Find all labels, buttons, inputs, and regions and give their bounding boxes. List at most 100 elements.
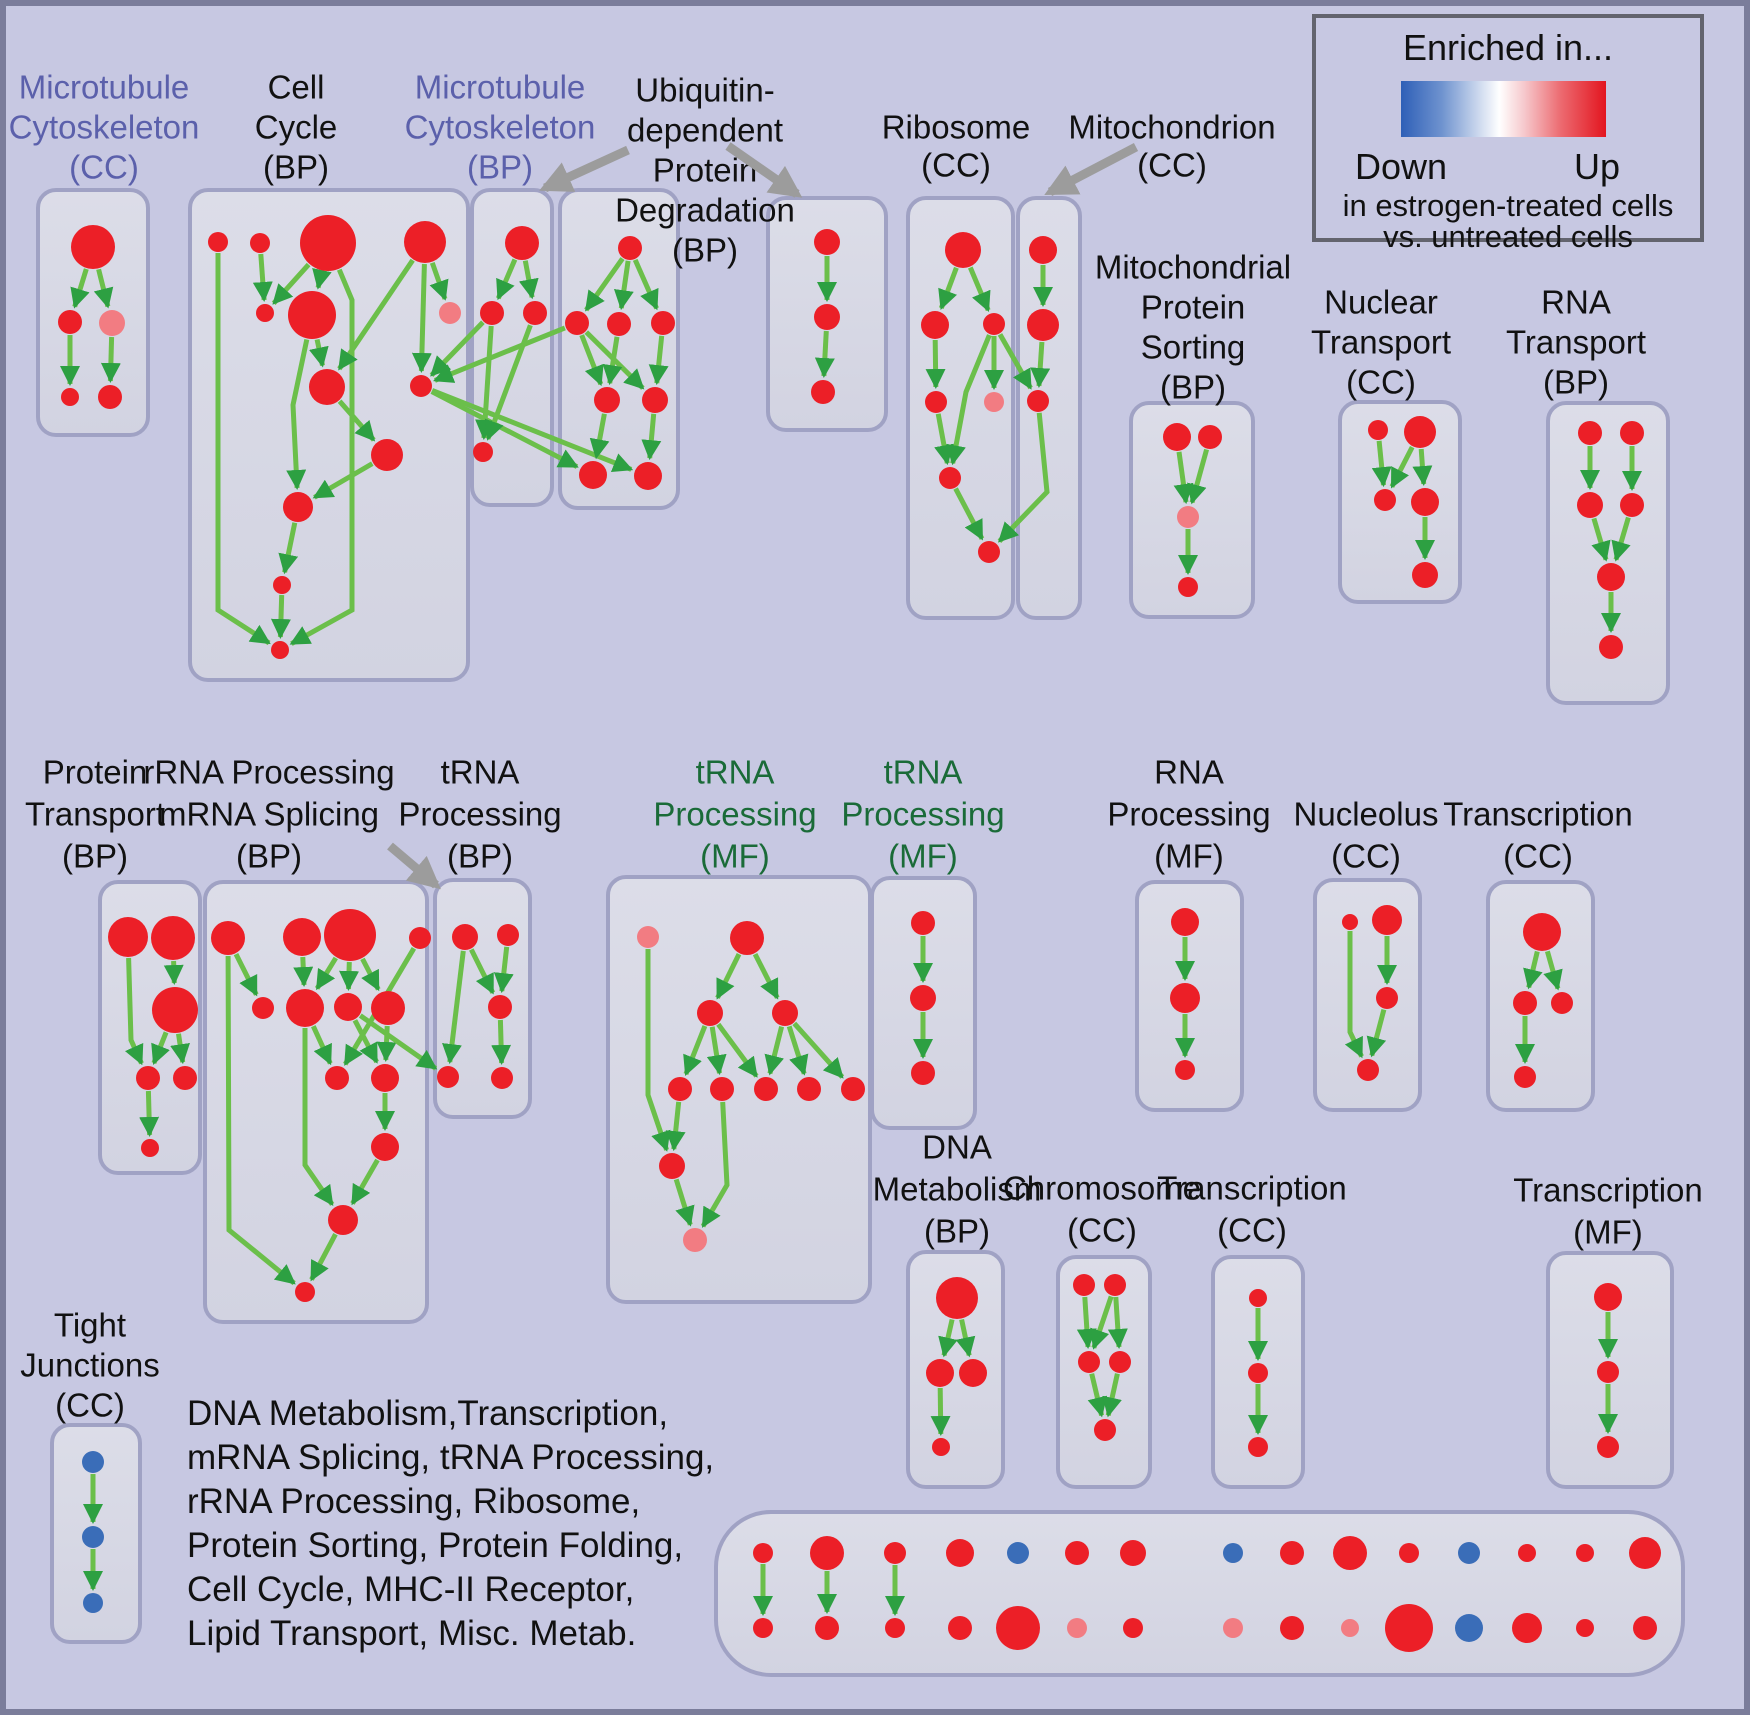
node-j6 <box>1599 635 1623 659</box>
node-r2 <box>1513 991 1537 1015</box>
node-h3 <box>1177 506 1199 528</box>
edge-n10-n11 <box>673 1178 695 1227</box>
edge-l7-l10 <box>352 1019 379 1064</box>
cluster-label-trna-processing-mf-2: (MF) <box>888 838 958 875</box>
node-q4 <box>1357 1059 1379 1081</box>
node-b6 <box>288 291 336 339</box>
cluster-label-rrna-processing-mrna-splicing-bp: rRNA Processing <box>143 754 394 791</box>
node-e2 <box>814 304 840 330</box>
edge-r1-r3 <box>1543 950 1563 991</box>
edge-a1-a3 <box>93 268 114 309</box>
edge-e2-e3 <box>814 330 835 378</box>
node-mb14 <box>1576 1619 1594 1637</box>
node-d0 <box>618 236 642 260</box>
edge-h2-h3 <box>1187 448 1210 505</box>
footnote: DNA Metabolism,Transcription, mRNA Splic… <box>187 1392 714 1656</box>
node-n6 <box>710 1077 734 1101</box>
edge-s1-s3 <box>955 1318 976 1358</box>
node-mt4 <box>946 1539 974 1567</box>
edge-f2-f4 <box>925 339 946 389</box>
edge-r1-r2 <box>1523 950 1543 990</box>
node-p1 <box>1171 908 1199 936</box>
edge-l6-l9 <box>311 1025 333 1066</box>
cluster-label-rrna-processing-mrna-splicing-bp: (BP) <box>236 838 302 875</box>
node-u1 <box>1249 1289 1267 1307</box>
node-f3 <box>983 313 1005 335</box>
edge-t1-t3 <box>1076 1296 1097 1349</box>
node-mb6 <box>1067 1618 1087 1638</box>
cluster-label-transcription-cc-mid: (CC) <box>1503 838 1573 875</box>
node-mt6 <box>1065 1541 1089 1565</box>
node-w3 <box>83 1593 103 1613</box>
node-q3 <box>1376 987 1398 1009</box>
cluster-label-nucleolus-cc: (CC) <box>1331 838 1401 875</box>
edge-m1-m4 <box>442 950 466 1065</box>
edge-b4-b7 <box>429 261 449 301</box>
cluster-box-ubiquitin-degradation-bp-1 <box>558 188 680 510</box>
edge-t2-t4 <box>1107 1296 1128 1349</box>
edge-t3-t5 <box>1087 1373 1108 1418</box>
edge-n2-n3 <box>715 952 742 1000</box>
node-w2 <box>82 1526 104 1548</box>
node-k6 <box>141 1139 159 1157</box>
edge-d5-d7 <box>641 413 662 461</box>
edge-l1-l13 <box>225 955 296 1286</box>
legend-label-down: Down <box>1354 146 1448 187</box>
edge-b3-b5 <box>271 262 311 305</box>
node-h1 <box>1163 423 1191 451</box>
cluster-label-ribosome-cc: Ribosome <box>882 109 1031 146</box>
edge-l11-l12 <box>350 1158 380 1206</box>
node-t3 <box>1078 1351 1100 1373</box>
cluster-label-trna-processing-mf-1: Processing <box>653 796 816 833</box>
node-b3 <box>300 215 356 271</box>
cluster-label-nucleolus-cc: Nucleolus <box>1294 796 1439 833</box>
node-k3 <box>152 987 198 1033</box>
edge-q1-q4 <box>1344 931 1364 1059</box>
node-mt13 <box>1518 1544 1536 1562</box>
cluster-label-cell-cycle-bp: Cell <box>268 69 325 106</box>
cluster-label-tight-junctions-cc: Junctions <box>20 1347 159 1384</box>
node-u3 <box>1248 1437 1268 1457</box>
cluster-label-tight-junctions-cc: Tight <box>54 1307 126 1344</box>
cluster-label-trna-processing-mf-1: tRNA <box>696 754 775 791</box>
node-d1 <box>565 311 589 335</box>
edge-h1-h3 <box>1173 451 1194 505</box>
node-d7 <box>634 462 662 490</box>
edge-q3-q4 <box>1366 1008 1387 1058</box>
node-q2 <box>1372 905 1402 935</box>
node-i2 <box>1404 416 1436 448</box>
cluster-box-chromosome-cc <box>1056 1255 1152 1489</box>
cluster-label-ubiquitin-degradation-bp-1: Ubiquitin- <box>635 72 774 109</box>
edge-d1-b9 <box>433 325 566 383</box>
edge-l1-l5 <box>233 952 259 997</box>
edge-l7-m4 <box>358 1013 438 1071</box>
cluster-label-microtubule-cytoskeleton-bp: (BP) <box>467 149 533 186</box>
edge-i1-i3 <box>1371 440 1392 488</box>
annotation-arrow-3 <box>387 842 441 890</box>
edge-g2-g3 <box>1030 341 1051 388</box>
edge-f3-g3 <box>997 333 1033 390</box>
node-mb7 <box>1123 1618 1143 1638</box>
node-n10 <box>659 1153 685 1179</box>
cluster-label-nuclear-transport-cc: Transport <box>1311 324 1451 361</box>
edge-b6-b8 <box>309 338 329 368</box>
node-n2 <box>730 921 764 955</box>
edge-l2-l6 <box>293 956 314 987</box>
node-mt1 <box>753 1543 773 1563</box>
node-t1 <box>1073 1274 1095 1296</box>
cluster-box-rrna-processing-mrna-splicing-bp <box>203 880 429 1324</box>
cluster-label-mitochondrion-cc: Mitochondrion <box>1068 109 1275 146</box>
legend-title: Enriched in... <box>1402 27 1614 68</box>
edge-n1-n10 <box>645 949 671 1152</box>
node-i5 <box>1412 562 1438 588</box>
edge-j3-j5 <box>1591 517 1611 562</box>
node-n9 <box>841 1077 865 1101</box>
node-o3 <box>911 1061 935 1085</box>
node-r3 <box>1551 992 1573 1014</box>
node-mb5 <box>996 1606 1040 1650</box>
node-c4 <box>473 442 493 462</box>
edge-n3-n7 <box>716 1022 759 1078</box>
node-r4 <box>1514 1066 1536 1088</box>
cluster-label-mitochondrial-protein-sorting-bp: Mitochondrial <box>1095 249 1291 286</box>
